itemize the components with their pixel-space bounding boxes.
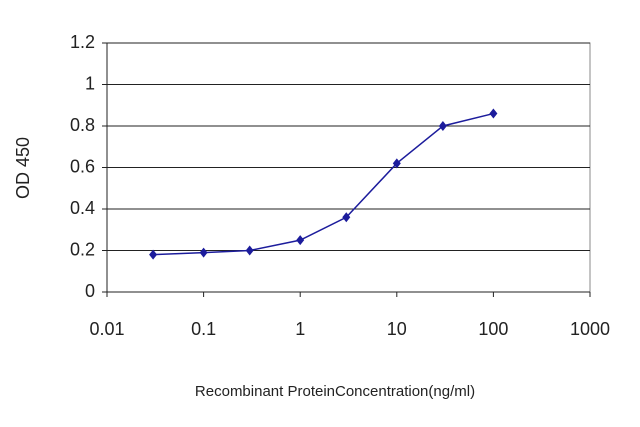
y-tick-label: 0.2 [70, 239, 95, 259]
x-tick-label: 0.1 [191, 319, 216, 339]
x-tick-label: 10 [387, 319, 407, 339]
x-tick-label: 1 [295, 319, 305, 339]
data-point [438, 121, 447, 131]
data-point [199, 247, 208, 258]
y-tick-label: 0.4 [70, 198, 95, 218]
x-tick-label: 100 [478, 319, 508, 339]
data-point [392, 158, 401, 169]
x-axis-label: Recombinant ProteinConcentration(ng/ml) [195, 383, 475, 400]
y-tick-label: 1.2 [70, 32, 95, 52]
data-point [342, 212, 351, 223]
y-axis-label: OD 450 [13, 137, 33, 199]
x-tick-label: 0.01 [89, 319, 124, 339]
data-point [489, 108, 498, 119]
data-point [149, 249, 158, 260]
y-tick-label: 1 [85, 73, 95, 93]
y-tick-label: 0.8 [70, 115, 95, 135]
y-tick-label: 0.6 [70, 156, 95, 176]
data-point [245, 245, 254, 256]
x-tick-label: 1000 [570, 319, 610, 339]
series-line [153, 112, 494, 256]
y-tick-label: 0 [85, 281, 95, 301]
data-point [296, 235, 305, 246]
